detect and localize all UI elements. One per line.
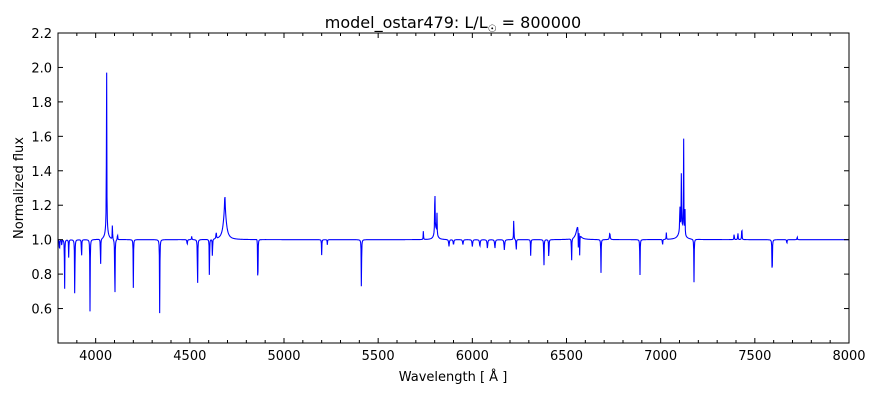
x-axis-ticks: 4000 4500 5000 5500 6000 6500 7000 7500 8000 [76,33,866,364]
chart-title: model_ostar479: L/L☉ = 800000 [325,13,581,35]
x-tick-label: 8000 [832,349,865,364]
y-tick-label: 0.6 [31,303,52,318]
y-axis-label: Normalized flux [12,137,27,239]
chart-title-suffix: = 800000 [497,13,582,32]
y-tick-label: 0.8 [31,268,52,283]
y-tick-label: 1.6 [31,130,52,145]
chart-title-prefix: model_ostar479: L/L [325,13,488,33]
y-axis-ticks: 0.6 0.8 1.0 1.2 1.4 1.6 1.8 2.0 2.2 [31,27,849,318]
x-tick-label: 4500 [173,349,206,364]
x-tick-label: 7000 [644,349,677,364]
y-tick-label: 1.2 [31,199,52,214]
y-tick-label: 1.0 [31,234,52,249]
x-tick-label: 7500 [738,349,771,364]
x-tick-label: 6500 [550,349,583,364]
y-tick-label: 2.2 [31,27,52,42]
x-tick-label: 4000 [79,349,112,364]
spectrum-line [58,72,849,314]
y-tick-label: 2.0 [31,61,52,76]
x-tick-label: 5500 [362,349,395,364]
x-tick-label: 6000 [456,349,489,364]
x-axis-label: Wavelength [ Å ] [399,369,508,385]
x-tick-label: 5000 [267,349,300,364]
y-tick-label: 1.4 [31,165,52,180]
chart-title-subscript: ☉ [488,24,497,35]
y-tick-label: 1.8 [31,96,52,111]
